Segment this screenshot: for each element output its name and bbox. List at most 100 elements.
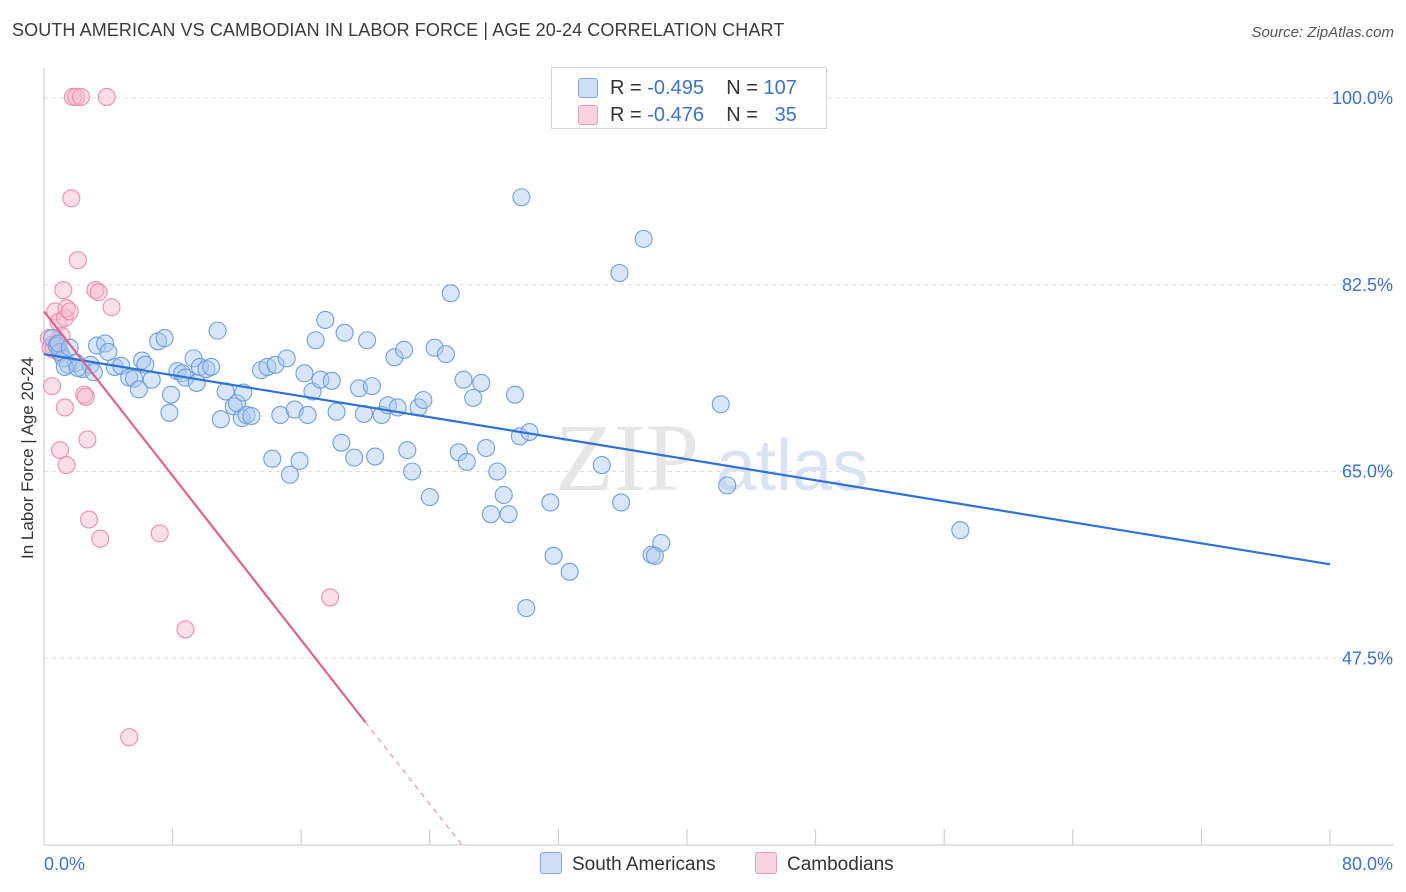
bottom-legend-label: South Americans — [572, 854, 716, 875]
south-american-point — [457, 452, 476, 471]
south-american-point — [99, 342, 118, 362]
south-americans-points — [42, 188, 970, 618]
cambodian-point — [91, 529, 110, 548]
south-american-point — [208, 321, 227, 340]
cambodian-point — [76, 387, 95, 406]
legend-n-value: 107 — [763, 77, 797, 99]
bottom-legend-south-americans: South Americans — [540, 852, 716, 876]
y-axis-label: In Labor Force | Age 20-24 — [18, 357, 37, 559]
south-american-point — [645, 546, 664, 565]
south-americans-trend-line — [43, 353, 1331, 566]
south-american-point — [358, 331, 377, 350]
axes-layer — [43, 68, 1394, 846]
south-american-point — [160, 403, 179, 422]
south-american-point — [464, 388, 483, 407]
x-tick-label-min: 0.0% — [44, 854, 85, 874]
tick-labels: 47.5% 65.0% 82.5% 100.0% 0.0% 80.0% — [44, 88, 1393, 874]
grid-layer — [44, 97, 1394, 659]
south-american-point — [124, 369, 144, 388]
source-label: Source: ZipAtlas.com — [1251, 24, 1394, 41]
south-american-point — [610, 263, 629, 283]
south-american-point — [327, 402, 346, 421]
cambodian-point — [55, 398, 74, 417]
bottom-legend-swatch-blue — [540, 852, 562, 874]
cambodian-point — [51, 441, 70, 460]
cambodian-point — [86, 281, 105, 300]
south-american-point — [202, 357, 221, 376]
cambodian-point — [57, 299, 76, 318]
south-american-point — [951, 521, 970, 540]
south-american-point — [49, 334, 68, 353]
cambodians-trend-line — [43, 310, 367, 723]
cambodians-trend-extension — [365, 721, 463, 846]
south-american-point — [60, 338, 79, 357]
stats-legend: R = -0.495 N = 107 R = -0.476 N = 35 — [551, 67, 827, 129]
trend-lines — [43, 310, 1331, 846]
cambodian-point — [176, 620, 195, 639]
y-tick-label: 82.5% — [1342, 275, 1393, 295]
south-american-point — [129, 380, 148, 399]
cambodian-point — [120, 728, 139, 747]
y-tick-label: 100.0% — [1332, 88, 1393, 108]
cambodian-point — [46, 302, 65, 321]
south-american-point — [718, 476, 737, 495]
bottom-legend-cambodians: Cambodians — [755, 852, 894, 876]
legend-swatch-pink — [578, 105, 598, 125]
south-american-point — [395, 340, 414, 359]
cambodian-point — [78, 430, 97, 449]
south-american-point — [488, 462, 507, 481]
south-american-point — [290, 451, 309, 470]
cambodian-point — [67, 87, 86, 106]
cambodian-point — [97, 87, 116, 106]
south-american-point — [161, 385, 181, 404]
south-american-point — [280, 465, 299, 484]
south-american-point — [420, 488, 439, 507]
legend-n-label: N = — [726, 77, 758, 99]
y-tick-label: 47.5% — [1342, 648, 1393, 668]
cambodian-point — [62, 189, 81, 208]
legend-n-value: 35 — [774, 104, 797, 126]
legend-text-south-americans: R = -0.495 N = 107 — [610, 77, 797, 100]
south-american-point — [403, 462, 422, 481]
south-american-point — [295, 364, 314, 383]
south-american-point — [263, 449, 282, 468]
south-american-point — [335, 323, 354, 342]
legend-n-label: N = — [726, 104, 758, 126]
legend-r-value: -0.476 — [647, 104, 704, 126]
south-american-point — [634, 229, 653, 248]
cambodian-point — [54, 281, 73, 300]
south-american-point — [211, 410, 230, 429]
south-american-point — [612, 493, 631, 512]
cambodian-point — [71, 87, 91, 106]
cambodian-point — [57, 456, 76, 475]
south-american-point — [242, 406, 261, 426]
south-american-point — [711, 395, 730, 414]
south-american-point — [366, 447, 385, 466]
south-american-point — [345, 448, 364, 467]
legend-r-label: R = — [610, 77, 642, 99]
watermark-atlas: atlas — [716, 426, 868, 506]
legend-r-label: R = — [610, 104, 642, 126]
cambodian-point — [79, 510, 99, 529]
south-american-point — [494, 485, 513, 505]
x-tick-label-max: 80.0% — [1342, 854, 1393, 874]
chart-title: SOUTH AMERICAN VS CAMBODIAN IN LABOR FOR… — [12, 20, 785, 40]
south-american-point — [155, 329, 174, 348]
south-american-point — [560, 562, 579, 581]
south-american-point — [592, 456, 611, 475]
south-american-point — [316, 310, 335, 330]
south-american-point — [505, 385, 525, 404]
south-american-point — [425, 338, 444, 357]
south-american-point — [472, 373, 491, 392]
south-american-point — [414, 390, 433, 410]
south-american-point — [277, 349, 296, 368]
legend-r-value: -0.495 — [647, 77, 704, 99]
south-american-point — [544, 546, 563, 565]
south-american-point — [512, 188, 531, 207]
south-american-point — [385, 348, 404, 367]
cambodian-point — [150, 524, 169, 543]
cambodian-point — [60, 302, 79, 321]
south-american-point — [477, 438, 496, 458]
south-american-point — [362, 377, 381, 396]
